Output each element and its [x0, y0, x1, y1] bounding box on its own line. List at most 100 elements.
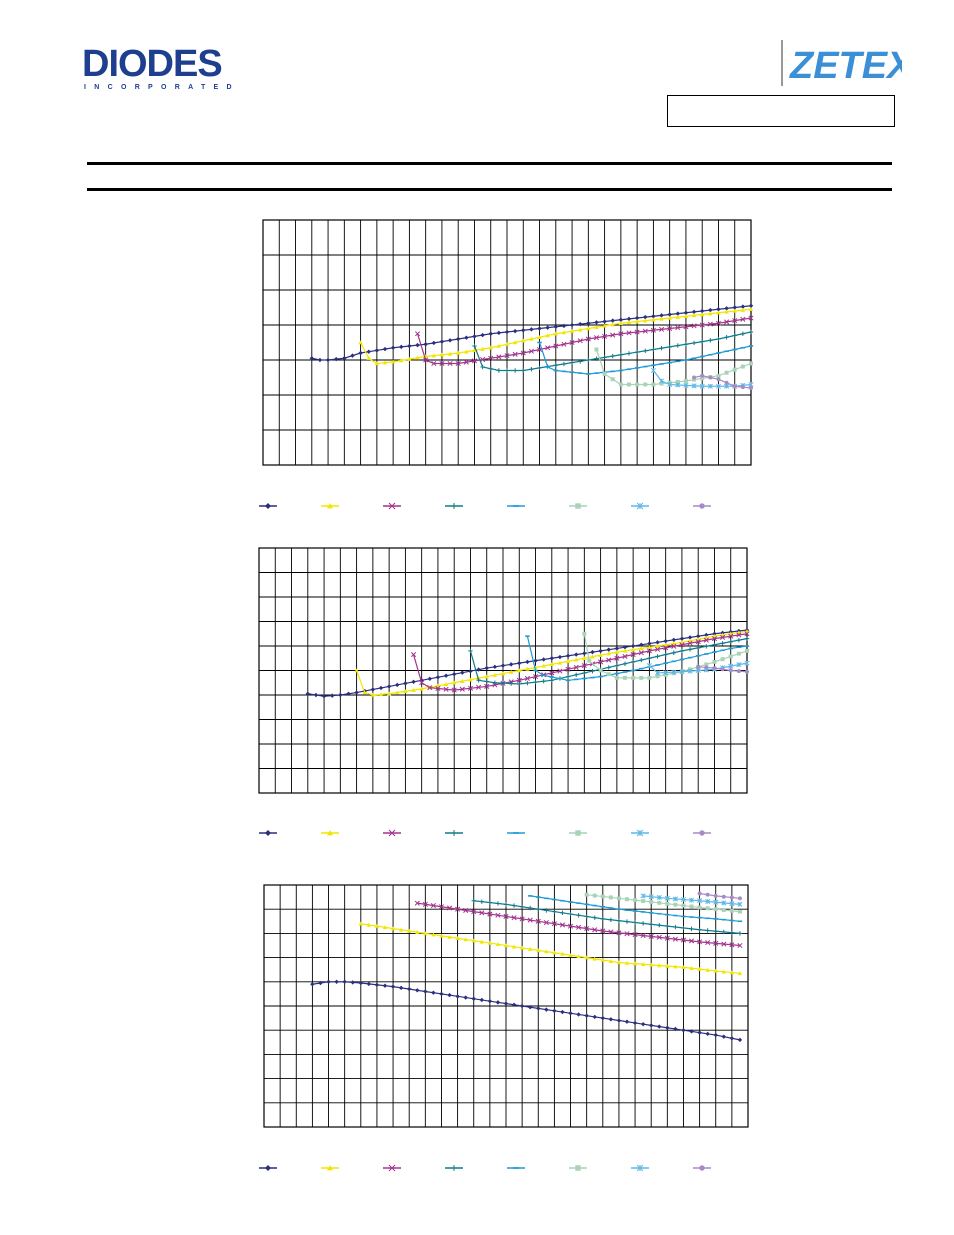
- series-3-point: [467, 685, 474, 691]
- series-5-point: [537, 341, 542, 344]
- chart-3-legend: [259, 1164, 711, 1172]
- series-1-point: [640, 1021, 646, 1027]
- legend-marker: [265, 1165, 271, 1171]
- series-5-point: [651, 364, 656, 367]
- series-7-point: [654, 670, 661, 676]
- series-2-point: [471, 938, 476, 943]
- series-2-point: [528, 946, 533, 951]
- series-7-point: [640, 893, 646, 899]
- series-6-point: [627, 382, 631, 387]
- series-5-point: [679, 658, 685, 661]
- series-4-point: [708, 338, 713, 343]
- series-3-point: [683, 324, 689, 330]
- series-3-point: [614, 655, 620, 661]
- series-1-point: [503, 1001, 509, 1006]
- legend-entry-3: [383, 829, 401, 837]
- legend-entry-7: [631, 1164, 649, 1172]
- series-5-point: [552, 898, 557, 901]
- series-4: [468, 636, 750, 687]
- series-2-point: [647, 645, 652, 649]
- series-5-point: [689, 916, 694, 918]
- zetex-logo: ZETEX: [781, 40, 902, 87]
- series-5-point: [561, 370, 567, 373]
- series-1-point: [713, 1032, 718, 1038]
- series-4-point: [624, 919, 630, 924]
- series-4: [472, 329, 754, 373]
- series-6-point: [641, 899, 646, 904]
- series-3-point: [664, 935, 670, 941]
- series-2-point: [382, 925, 388, 930]
- series-3-point: [431, 360, 437, 367]
- series-1-point: [592, 1014, 597, 1020]
- series-2-point: [374, 923, 380, 928]
- series-4-point: [704, 644, 709, 649]
- series-1-point: [313, 692, 319, 698]
- series-1-point: [657, 1024, 662, 1029]
- series-3-point: [557, 668, 563, 674]
- series-1-point: [737, 1037, 743, 1043]
- series-2-point: [439, 933, 444, 938]
- series-1-point: [594, 320, 599, 325]
- series-7-point: [648, 894, 654, 900]
- series-2-point: [431, 932, 436, 937]
- series-6-point: [724, 370, 729, 375]
- series-2-point: [568, 952, 573, 957]
- series-1-point: [415, 988, 420, 993]
- series-2-point: [517, 668, 522, 673]
- series-4-point: [614, 663, 620, 668]
- series-3-point: [459, 686, 465, 692]
- series-4-point: [647, 656, 652, 661]
- series-2-point: [536, 948, 541, 953]
- series-6-point: [665, 901, 670, 906]
- series-5-point: [634, 367, 640, 369]
- series-1-point: [598, 648, 603, 654]
- series-2-point: [455, 936, 460, 940]
- series-2-point: [626, 320, 632, 325]
- series-1-point: [525, 659, 530, 665]
- legend-marker: [451, 1165, 457, 1171]
- series-8-line: [699, 892, 740, 899]
- series-5-point: [704, 653, 709, 655]
- series-3-point: [573, 664, 579, 670]
- series-2-point: [468, 677, 473, 682]
- series-5-point: [655, 664, 660, 666]
- series-3-point: [559, 922, 566, 928]
- series-4-point: [471, 898, 476, 903]
- series-6-point: [720, 657, 725, 662]
- series-1-point: [342, 356, 347, 361]
- series-2-point: [370, 692, 376, 697]
- series-5-line: [538, 342, 752, 375]
- series-5-point: [705, 917, 710, 920]
- series-7-point: [671, 669, 677, 675]
- series-1-point: [565, 653, 571, 658]
- series-5-point: [721, 918, 726, 921]
- series-4-point: [705, 928, 710, 933]
- series-8-point: [736, 669, 741, 674]
- series-5-point: [533, 669, 538, 672]
- series-3-point: [488, 355, 494, 361]
- series-3-point: [671, 643, 677, 649]
- series-3-point: [663, 645, 669, 651]
- series-6-point: [737, 909, 742, 914]
- series-4-point: [729, 930, 735, 935]
- series-5-point: [610, 370, 615, 373]
- series-1-point: [748, 303, 754, 308]
- series-2-point: [740, 307, 746, 312]
- series-1-point: [626, 316, 632, 322]
- series-2-point: [729, 970, 735, 975]
- series-4-point: [468, 648, 473, 654]
- series-7-point: [672, 896, 678, 902]
- series-3-point: [593, 335, 600, 341]
- series-1-point: [643, 314, 648, 320]
- series-3-point: [721, 941, 727, 947]
- series-3-point: [675, 325, 681, 331]
- series-2-point: [557, 660, 563, 665]
- series-2-point: [639, 646, 644, 651]
- series-3-point: [707, 321, 713, 327]
- series-1-point: [354, 690, 359, 695]
- series-2-point: [614, 649, 620, 654]
- series-2-point: [492, 672, 498, 677]
- series-4-point: [732, 333, 737, 338]
- series-2-point: [713, 968, 718, 973]
- series-1-point: [431, 990, 436, 995]
